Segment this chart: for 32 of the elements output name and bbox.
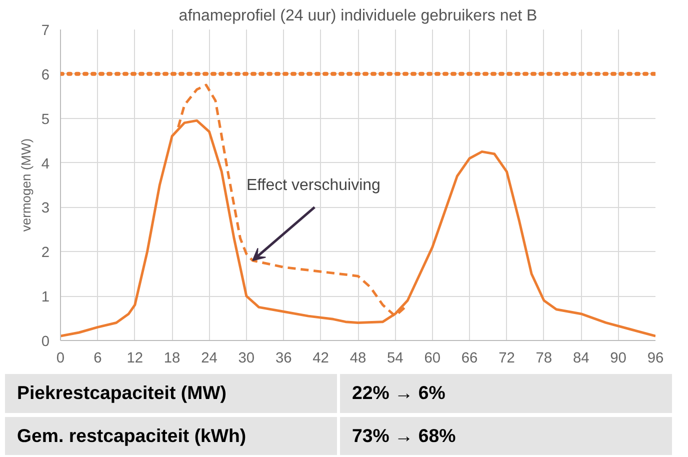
y-tick-label: 2 [41, 245, 50, 262]
x-tick-label: 18 [164, 350, 180, 366]
x-tick-label: 66 [461, 350, 478, 366]
x-tick-label: 72 [498, 350, 515, 366]
x-tick-label: 0 [56, 350, 65, 366]
chart-title: afnameprofiel (24 uur) individuele gebruikers net B [178, 8, 538, 24]
x-tick-label: 84 [572, 350, 590, 366]
x-tick-label: 12 [126, 350, 144, 366]
text: 73% → 68% [340, 416, 675, 456]
y-tick-label: 1 [41, 290, 50, 306]
x-tick-label: 60 [424, 350, 441, 366]
x-tick-label: 96 [647, 350, 664, 366]
annotation: Effect verschuiving [246, 176, 380, 194]
x-tick-label: 24 [201, 350, 218, 366]
y-tick-label: 5 [41, 112, 50, 128]
text: Piekrestcapaciteit (MW) [5, 374, 340, 413]
y-axis-title: vermogen (MW) [18, 138, 34, 232]
text: 22% → 6% [340, 374, 675, 413]
x-tick-label: 54 [387, 350, 404, 366]
x-tick-label: 78 [536, 350, 552, 366]
x-tick-label: 36 [275, 350, 292, 366]
x-tick-label: 42 [312, 350, 329, 366]
x-tick-label: 48 [350, 350, 366, 366]
x-tick-label: 30 [238, 350, 255, 366]
x-tick-label: 90 [610, 350, 626, 366]
x-tick-label: 6 [94, 350, 102, 366]
y-tick-label: 3 [41, 200, 50, 217]
y-tick-label: 0 [41, 334, 50, 350]
y-tick-label: 6 [41, 67, 50, 84]
y-tick-label: 4 [41, 156, 50, 172]
y-tick-label: 7 [41, 23, 50, 39]
text: Gem. restcapaciteit (kWh) [5, 416, 340, 456]
